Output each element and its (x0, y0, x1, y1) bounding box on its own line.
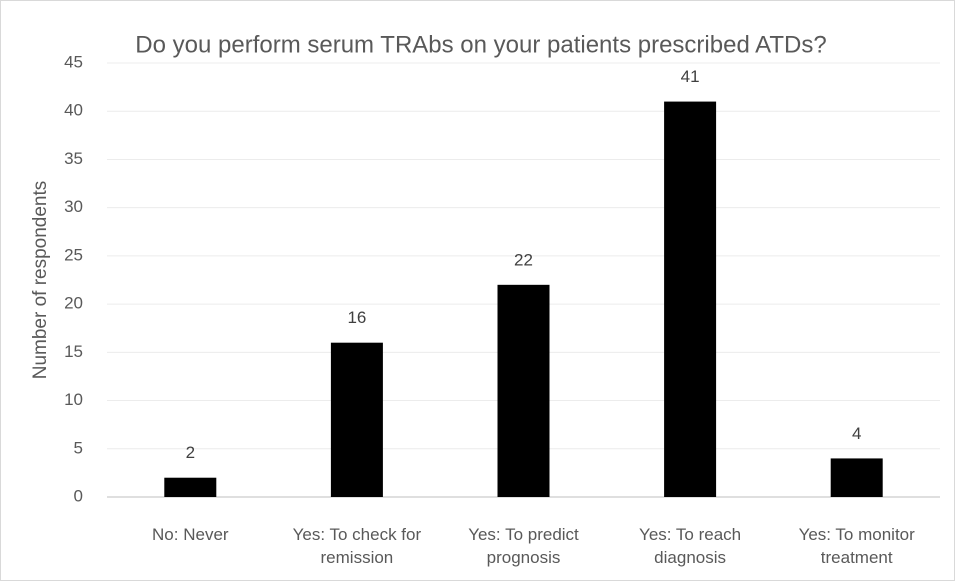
y-tick-label: 30 (64, 197, 83, 216)
y-tick-label: 35 (64, 149, 83, 168)
y-tick-label: 10 (64, 390, 83, 409)
x-tick-label: No: Never (152, 525, 229, 544)
y-tick-label: 40 (64, 101, 83, 120)
x-tick-label: Yes: To predict prognosis (468, 525, 579, 567)
y-tick-label: 25 (64, 245, 83, 264)
bar (164, 477, 217, 497)
bar (497, 284, 550, 497)
x-tick-label: Yes: To monitor treatment (798, 525, 915, 567)
y-tick-label: 0 (74, 486, 83, 505)
y-tick-label: 45 (64, 52, 83, 71)
y-tick-label: 15 (64, 342, 83, 361)
bar (664, 101, 717, 498)
x-tick-label: Yes: To check for remission (292, 525, 422, 567)
y-tick-label: 20 (64, 294, 83, 313)
y-axis-label: Number of respondents (30, 181, 51, 380)
bar (330, 342, 383, 497)
data-label: 4 (852, 424, 861, 443)
data-label: 16 (347, 308, 366, 327)
data-label: 2 (186, 443, 195, 462)
x-tick-label: Yes: To reach diagnosis (639, 525, 742, 567)
chart-title: Do you perform serum TRAbs on your patie… (135, 31, 826, 58)
y-tick-label: 5 (74, 438, 83, 457)
data-label: 41 (681, 67, 700, 86)
data-label: 22 (514, 250, 533, 269)
bar (830, 458, 883, 497)
